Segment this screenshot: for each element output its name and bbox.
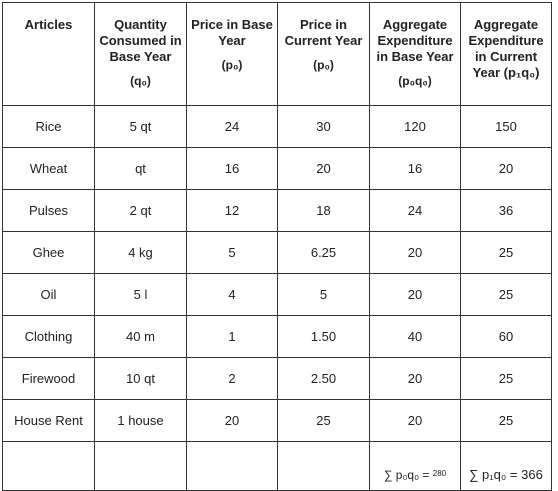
cell-price-current: 18 xyxy=(277,189,370,232)
cell-empty xyxy=(2,441,95,491)
cell-agg-base: 120 xyxy=(369,105,461,148)
cell-empty xyxy=(277,441,370,491)
cell-article: Wheat xyxy=(2,147,95,190)
cell-quantity: 10 qt xyxy=(94,357,187,400)
cell-price-base: 24 xyxy=(186,105,278,148)
cell-agg-current: 25 xyxy=(460,273,552,316)
header-agg-current: Aggregate Expenditure in Current Year (p… xyxy=(460,2,552,106)
cell-agg-base: 24 xyxy=(369,189,461,232)
cell-price-base: 16 xyxy=(186,147,278,190)
cell-price-current: 30 xyxy=(277,105,370,148)
cell-article: Pulses xyxy=(2,189,95,232)
cell-price-base: 4 xyxy=(186,273,278,316)
header-agg-base-symbol: (p₀q₀) xyxy=(398,74,432,88)
cell-price-base: 20 xyxy=(186,399,278,442)
cell-price-base: 12 xyxy=(186,189,278,232)
cell-agg-base: 20 xyxy=(369,399,461,442)
totals-row: ∑ p₀q₀ = 280 ∑ p₁q₀ = 366 xyxy=(2,441,552,491)
header-quantity-symbol: (q₀) xyxy=(130,74,151,88)
cell-empty xyxy=(94,441,187,491)
cell-quantity: 1 house xyxy=(94,399,187,442)
cell-quantity: 5 l xyxy=(94,273,187,316)
header-articles: Articles xyxy=(2,2,95,106)
table-row: Wheat qt 16 20 16 20 xyxy=(2,147,552,190)
cell-agg-current: 36 xyxy=(460,189,552,232)
cell-agg-base: 20 xyxy=(369,357,461,400)
header-price-current-label: Price in Current Year xyxy=(284,17,363,48)
table-row: House Rent 1 house 20 25 20 25 xyxy=(2,399,552,442)
cell-article: Rice xyxy=(2,105,95,148)
header-price-base-symbol: (p₀) xyxy=(221,58,243,72)
table-row: Firewood 10 qt 2 2.50 20 25 xyxy=(2,357,552,400)
cell-agg-base: 16 xyxy=(369,147,461,190)
cell-quantity: 40 m xyxy=(94,315,187,358)
cell-agg-current: 25 xyxy=(460,231,552,274)
table-row: Pulses 2 qt 12 18 24 36 xyxy=(2,189,552,232)
cell-quantity: 5 qt xyxy=(94,105,187,148)
cell-article: Ghee xyxy=(2,231,95,274)
cell-article: Oil xyxy=(2,273,95,316)
header-agg-current-label: Aggregate Expenditure in Current Year (p… xyxy=(468,17,544,80)
cell-agg-current: 150 xyxy=(460,105,552,148)
cell-article: Clothing xyxy=(2,315,95,358)
cell-quantity: 2 qt xyxy=(94,189,187,232)
header-quantity: Quantity Consumed in Base Year (q₀) xyxy=(94,2,187,106)
table-row: Clothing 40 m 1 1.50 40 60 xyxy=(2,315,552,358)
header-agg-base-label: Aggregate Expenditure in Base Year xyxy=(376,17,454,64)
total-base-value: 280 xyxy=(432,469,447,478)
cell-price-current: 5 xyxy=(277,273,370,316)
header-price-base: Price in Base Year (p₀) xyxy=(186,2,278,106)
cell-price-current: 2.50 xyxy=(277,357,370,400)
cell-article: House Rent xyxy=(2,399,95,442)
cell-quantity: 4 kg xyxy=(94,231,187,274)
cell-price-current: 25 xyxy=(277,399,370,442)
cell-price-base: 1 xyxy=(186,315,278,358)
header-price-current: Price in Current Year (p₀) xyxy=(277,2,370,106)
cell-price-current: 20 xyxy=(277,147,370,190)
cell-agg-base: 40 xyxy=(369,315,461,358)
cell-price-base: 5 xyxy=(186,231,278,274)
table-row: Ghee 4 kg 5 6.25 20 25 xyxy=(2,231,552,274)
cell-agg-current: 25 xyxy=(460,357,552,400)
table-row: Oil 5 l 4 5 20 25 xyxy=(2,273,552,316)
cell-agg-current: 60 xyxy=(460,315,552,358)
header-quantity-label: Quantity Consumed in Base Year xyxy=(99,17,182,64)
header-price-current-symbol: (p₀) xyxy=(313,58,334,72)
cell-article: Firewood xyxy=(2,357,95,400)
cell-price-current: 1.50 xyxy=(277,315,370,358)
cell-price-base: 2 xyxy=(186,357,278,400)
cell-agg-base: 20 xyxy=(369,273,461,316)
header-row: Articles Quantity Consumed in Base Year … xyxy=(2,2,552,106)
header-agg-base: Aggregate Expenditure in Base Year (p₀q₀… xyxy=(369,2,461,106)
header-price-base-label: Price in Base Year xyxy=(191,17,273,48)
cell-total-base: ∑ p₀q₀ = 280 xyxy=(369,441,461,491)
table-row: Rice 5 qt 24 30 120 150 xyxy=(2,105,552,148)
cell-agg-current: 20 xyxy=(460,147,552,190)
cell-agg-current: 25 xyxy=(460,399,552,442)
total-base-label: ∑ p₀q₀ = xyxy=(383,468,430,482)
cell-quantity: qt xyxy=(94,147,187,190)
cell-total-current: ∑ p₁q₀ = 366 xyxy=(460,441,552,491)
cell-price-current: 6.25 xyxy=(277,231,370,274)
cell-empty xyxy=(186,441,278,491)
cell-agg-base: 20 xyxy=(369,231,461,274)
